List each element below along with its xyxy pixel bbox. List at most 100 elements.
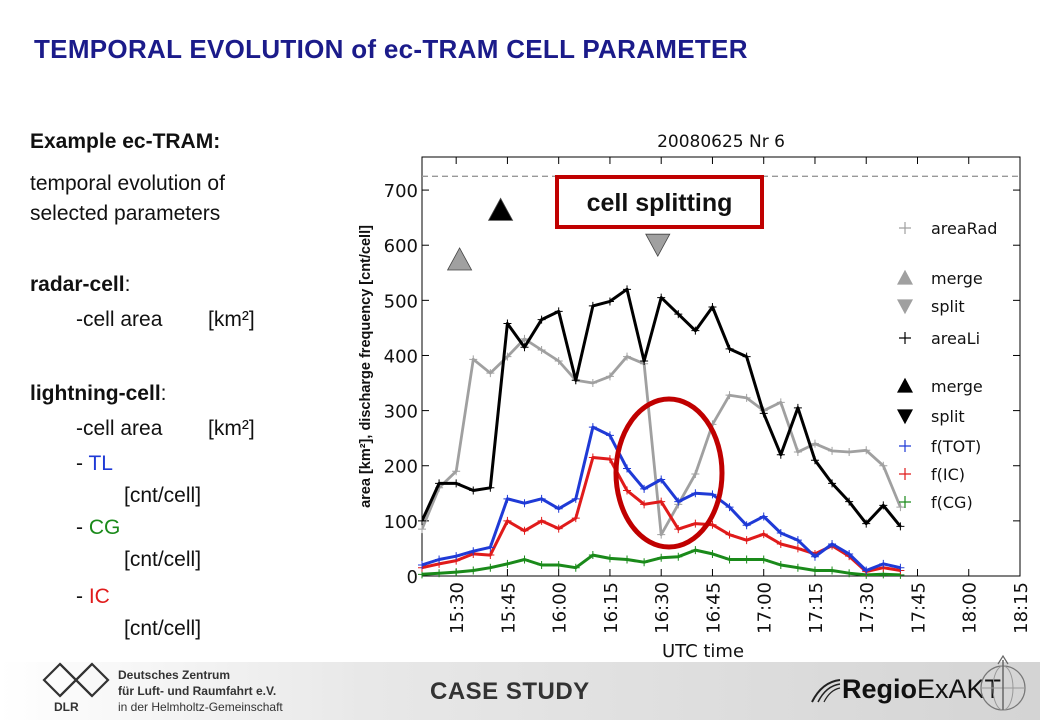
data-point-ftot	[640, 484, 649, 493]
x-tick-label: 18:00	[960, 582, 981, 634]
lightning-cell-area-unit: [km²]	[208, 417, 255, 440]
data-point-areali	[674, 310, 683, 319]
data-point-fcg	[623, 555, 632, 564]
data-point-fcg	[674, 552, 683, 561]
data-point-areali	[896, 522, 905, 531]
temporal-evolution-chart: 20080625 Nr 6 0 100 200 300 400 500 600 700 15:30…	[358, 132, 1032, 660]
data-point-fcg	[486, 563, 495, 572]
data-point-ftot	[588, 423, 597, 432]
data-point-fcg	[503, 559, 512, 568]
data-point-areali	[520, 343, 529, 352]
legend-label-3: areaLi	[931, 329, 980, 348]
y-tick-label: 700	[384, 181, 418, 202]
lightning-cell-heading: lightning-cell:	[30, 382, 167, 406]
data-point-fcg	[657, 553, 666, 562]
data-point-ftot	[435, 555, 444, 564]
data-point-areali	[759, 409, 768, 418]
merge-event-marker-areali	[487, 197, 514, 221]
legend-label-7: f(IC)	[931, 465, 965, 484]
data-point-areali	[623, 285, 632, 294]
dlr-abbrev: DLR	[54, 700, 79, 714]
data-point-fic	[571, 514, 580, 523]
x-tick-label: 17:45	[908, 582, 929, 634]
data-point-ftot	[486, 543, 495, 552]
x-tick-label: 15:45	[498, 582, 519, 634]
y-tick-label: 100	[384, 512, 418, 533]
data-point-areali	[469, 486, 478, 495]
data-point-fcg	[845, 569, 854, 578]
data-point-areali	[879, 501, 888, 510]
data-point-arearad	[605, 372, 614, 381]
data-point-areali	[691, 326, 700, 335]
data-point-arearad	[896, 503, 905, 512]
data-point-fic	[793, 544, 802, 553]
data-point-ftot	[879, 559, 888, 568]
data-point-arearad	[588, 379, 597, 388]
data-point-fcg	[691, 546, 700, 555]
globe-tower-icon	[980, 654, 1026, 711]
x-tick-label: 16:45	[703, 582, 724, 634]
radar-cell-heading: radar-cell:	[30, 273, 130, 297]
regio-word: Regio	[842, 674, 918, 704]
data-point-ftot	[571, 494, 580, 503]
data-point-areali	[742, 352, 751, 361]
data-point-fcg	[537, 560, 546, 569]
data-point-ftot	[554, 504, 563, 513]
data-point-ftot	[674, 497, 683, 506]
data-point-arearad	[725, 391, 734, 400]
cell-splitting-label: cell splitting	[587, 189, 733, 217]
data-point-fcg	[435, 569, 444, 578]
legend-label-0: areaRad	[931, 219, 997, 238]
data-point-fcg	[554, 560, 563, 569]
page-title: TEMPORAL EVOLUTION of ec-TRAM CELL PARAM…	[34, 34, 748, 64]
exakt-word: ExAKT	[917, 674, 1002, 704]
data-point-fcg	[742, 555, 751, 564]
data-point-arearad	[623, 352, 632, 361]
data-point-areali	[708, 302, 717, 311]
data-point-fcg	[708, 549, 717, 558]
legend-marker-1	[896, 269, 914, 285]
x-tick-label: 16:15	[601, 582, 622, 634]
data-point-fic	[640, 500, 649, 509]
subtitle-line-2: selected parameters	[30, 202, 221, 225]
data-point-ftot	[896, 563, 905, 572]
data-point-areali	[486, 483, 495, 492]
legend-marker-6	[899, 440, 911, 452]
ic-item: - IC	[76, 585, 110, 609]
cg-item: - CG	[76, 516, 120, 540]
x-tick-label: 16:00	[550, 582, 571, 634]
data-point-ftot	[708, 490, 717, 499]
data-point-areali	[452, 479, 461, 488]
data-point-fic	[674, 525, 683, 534]
data-point-arearad	[742, 393, 751, 402]
data-point-areali	[503, 319, 512, 328]
data-point-fcg	[793, 563, 802, 572]
data-point-areali	[571, 376, 580, 385]
radar-cell-area-unit: [km²]	[208, 308, 255, 331]
legend-label-4: merge	[931, 377, 983, 396]
data-point-fic	[537, 516, 546, 525]
data-point-fcg	[640, 558, 649, 567]
data-point-arearad	[554, 356, 563, 365]
data-point-arearad	[793, 447, 802, 456]
x-tick-label: 17:00	[755, 582, 776, 634]
data-point-arearad	[486, 369, 495, 378]
data-point-areali	[537, 315, 546, 324]
data-point-ftot	[418, 560, 426, 569]
legend-label-2: split	[931, 297, 965, 316]
cg-label: CG	[88, 516, 121, 539]
data-point-ftot	[810, 552, 819, 561]
data-point-fcg	[605, 554, 614, 563]
data-point-arearad	[452, 467, 461, 476]
data-point-ftot	[520, 499, 529, 508]
case-study-label: CASE STUDY	[430, 678, 590, 705]
data-point-fic	[776, 540, 785, 549]
data-point-ftot	[503, 494, 512, 503]
y-tick-label: 0	[407, 567, 418, 588]
legend-marker-0	[899, 222, 911, 234]
chart-title: 20080625 Nr 6	[657, 132, 785, 152]
data-point-arearad	[691, 470, 700, 479]
data-point-areali	[810, 456, 819, 465]
radar-cell-area: -cell area	[76, 308, 163, 331]
dlr-line-3: in der Helmholtz-Gemeinschaft	[118, 700, 283, 714]
